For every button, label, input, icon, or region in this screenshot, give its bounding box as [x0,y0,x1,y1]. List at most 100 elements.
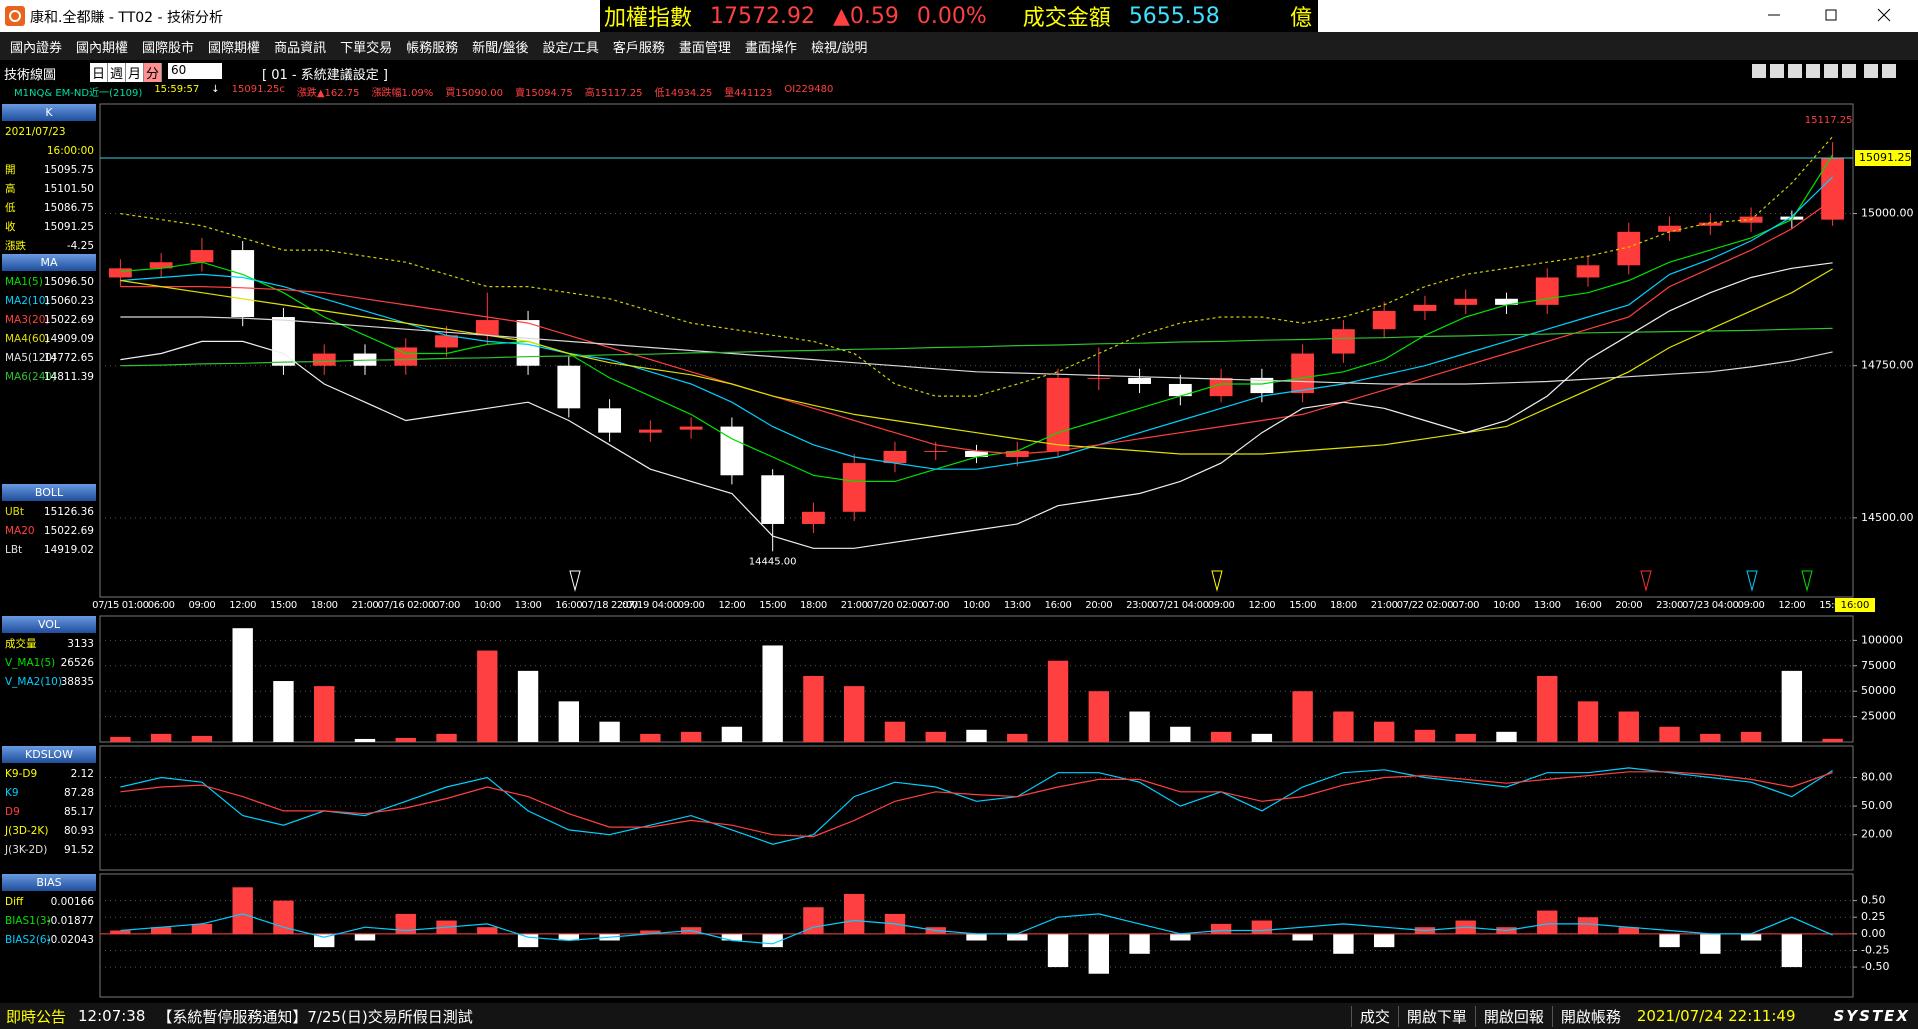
bar [1373,721,1395,742]
candle-body [1780,216,1804,220]
x-tick-label: 21:00 [352,600,379,611]
bar [354,933,376,941]
section-title: KDSLOW [25,748,73,761]
series-line [120,136,1834,397]
period-tab[interactable]: 週 [108,63,127,82]
row-label: MA1(5) [5,276,43,288]
bar [640,733,661,742]
row-label: 漲跌 [5,239,26,252]
bar [232,887,253,934]
menu-item[interactable]: 國際股市 [142,40,195,56]
candle-body [638,429,662,433]
row-value: 14772.65 [44,352,94,364]
x-tick-label: 15:00 [1289,600,1316,611]
bar [640,930,661,934]
y-tick-label: 15000.00 [1861,207,1914,220]
x-tick-label: 12:00 [1248,600,1275,611]
ticker-text: ▲0.59 [833,3,899,29]
x-tick-label: 07:00 [922,600,949,611]
bar [803,675,824,742]
row-label: 高 [5,182,16,195]
y-tick-label: 75000 [1861,659,1896,672]
y-tick-label: 0.25 [1861,910,1886,923]
row-label: LBt [5,544,22,556]
window-controls[interactable] [1738,0,1918,32]
bar [1496,731,1517,742]
y-tick-label: 0.50 [1861,894,1886,907]
menu-item[interactable]: 國際期權 [208,40,261,56]
y-tick-label: 50.00 [1861,799,1893,812]
row-value: 15096.50 [44,276,94,288]
x-tick-label: 07/19 04:00 [622,600,678,611]
menu-item[interactable]: 國內期權 [76,40,129,56]
row-label: BIAS2(6) [5,934,51,946]
bar [925,731,946,742]
bar [1170,933,1191,941]
menu-item[interactable]: 新聞/盤後 [472,40,529,56]
row-label: 低 [5,201,16,214]
panel-frame [99,103,1854,598]
brand: SYSTEX [1833,1007,1910,1025]
bar [314,933,335,948]
bar [191,735,213,742]
x-tick-label: 07/23 04:00 [1682,600,1738,611]
status-button[interactable]: 開啟帳務 [1551,1005,1629,1027]
row-label: V_MA1(5) [5,657,55,669]
quote-field: 15091.25c [231,84,285,95]
row-label: MA4(60) [5,333,49,345]
bar [1414,729,1436,742]
row-label: UBt [5,506,24,518]
y-tick-label: 14500.00 [1861,511,1914,524]
menu-item[interactable]: 國內證券 [10,40,63,56]
x-tick-label: 23:00 [1126,600,1153,611]
x-tick-label: 18:00 [800,600,827,611]
row-value: 14919.02 [44,544,94,556]
menu-item[interactable]: 檢視/說明 [810,40,868,56]
menu-item[interactable]: 畫面操作 [744,40,797,56]
period-tab[interactable]: 日 [90,63,109,82]
last-price-label: 15091.25 [1859,151,1912,164]
bar [1210,731,1232,742]
bar [1129,933,1150,954]
row-value: 87.28 [64,787,94,799]
candle-body [231,250,255,318]
bar [110,930,131,934]
bar [1007,733,1028,742]
bar [1577,917,1599,934]
menu-item[interactable]: 下單交易 [340,40,393,56]
y-tick-label: 50000 [1861,684,1896,697]
x-tick-label: 07/21 04:00 [1152,600,1208,611]
status-button[interactable]: 成交 [1350,1005,1398,1027]
chart-tools[interactable] [1752,63,1912,81]
x-tick-label: 20:00 [1085,600,1112,611]
cursor-box [1835,598,1875,612]
interval-select[interactable]: 60 [168,63,222,79]
candle-body [516,320,540,366]
bar [1700,733,1721,742]
menu-item[interactable]: 設定/工具 [542,40,599,56]
row-label: K9 [5,787,19,799]
menu-item[interactable]: 帳務服務 [406,40,459,56]
candle-body [1495,298,1518,305]
bar [1251,920,1273,934]
status-button[interactable]: 開啟回報 [1474,1005,1552,1027]
menu-item[interactable]: 客戶服務 [612,40,665,56]
quote-field: 低14934.25 [654,88,713,99]
status-button[interactable]: 開啟下單 [1397,1005,1475,1027]
row-value: 2.12 [71,768,94,780]
bar [1537,675,1558,742]
period-tab[interactable]: 分 [144,63,163,82]
x-tick-label: 10:00 [963,600,990,611]
quote-field: OI229480 [784,84,834,95]
bar [1577,701,1599,742]
x-tick-label: 07/15 01:00 [92,600,148,611]
ticker-text: 成交金額 [1022,6,1111,31]
row-label: 成交量 [5,637,37,650]
bar [517,670,539,742]
quote-field: 量441123 [724,88,773,99]
y-tick-label: -0.50 [1861,960,1889,973]
bar [1700,933,1721,954]
menu-item[interactable]: 畫面管理 [678,40,731,56]
menu-item[interactable]: 商品資訊 [274,40,327,56]
period-tab[interactable]: 月 [126,63,145,82]
